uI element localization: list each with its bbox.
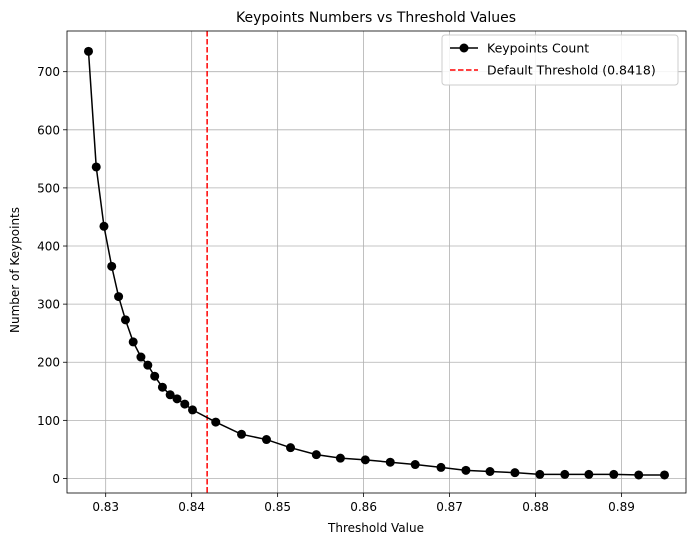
keypoints-count-point (385, 457, 395, 467)
y-tick-label: 100 (37, 414, 60, 428)
plot-area: 0.83 0.84 0.85 0.86 0.87 0.88 0.89 0 100 200 300 40… (37, 30, 687, 514)
legend: Keypoints Count Default Threshold (0.841… (441, 34, 679, 86)
x-tick-label: 0.86 (350, 500, 377, 514)
keypoints-count-point (180, 399, 190, 409)
keypoints-count-point (237, 429, 247, 439)
legend-label-keypoints: Keypoints Count (487, 41, 589, 56)
x-tick-label: 0.88 (522, 500, 549, 514)
keypoints-count-point (261, 435, 271, 445)
keypoints-count-point (172, 394, 182, 404)
y-tick-label: 200 (37, 356, 60, 370)
axes-frame (66, 30, 687, 494)
keypoints-count-point (107, 261, 117, 271)
keypoints-count-point (150, 371, 160, 381)
keypoints-count-point (120, 315, 130, 325)
keypoints-count-point (114, 292, 124, 302)
keypoints-count-point (436, 462, 446, 472)
x-tick-label: 0.83 (92, 500, 119, 514)
y-tick-label: 600 (37, 123, 60, 137)
y-axis-label: Number of Keypoints (8, 207, 22, 333)
keypoints-count-point (136, 352, 146, 362)
y-tick-label: 0 (52, 472, 60, 486)
y-tick-label: 500 (37, 181, 60, 195)
legend-frame (441, 34, 679, 86)
keypoints-count-point (91, 162, 101, 172)
legend-marker-keypoints (459, 43, 469, 53)
y-tick-label: 700 (37, 65, 60, 79)
keypoints-count-point (560, 469, 570, 479)
y-tick-label: 400 (37, 240, 60, 254)
keypoints-count-point (510, 468, 520, 478)
keypoints-count-point (311, 450, 321, 460)
keypoints-count-point (143, 360, 153, 370)
y-tick-label: 300 (37, 298, 60, 312)
keypoints-count-point (211, 417, 221, 427)
x-tick-label: 0.89 (608, 500, 635, 514)
legend-label-default-threshold: Default Threshold (0.8418) (487, 63, 656, 78)
keypoints-count-point (410, 460, 420, 470)
keypoints-count-point (360, 455, 370, 465)
keypoints-count-point (128, 337, 138, 347)
keypoints-count-line (87, 51, 665, 476)
x-tick-label: 0.87 (436, 500, 463, 514)
keypoints-count-point (335, 453, 345, 463)
keypoints-count-point (660, 470, 670, 480)
keypoints-count-point (188, 405, 198, 415)
keypoints-count-point (609, 469, 619, 479)
keypoints-count-point (461, 465, 471, 475)
keypoints-count-point (83, 46, 93, 56)
keypoints-count-point (157, 382, 167, 392)
keypoints-count-point (634, 470, 644, 480)
keypoints-count-point (485, 466, 495, 476)
x-tick-label: 0.85 (264, 500, 291, 514)
keypoints-count-point (535, 469, 545, 479)
x-axis-label: Threshold Value (327, 521, 424, 535)
keypoints-count-point (99, 221, 109, 231)
chart-title: Keypoints Numbers vs Threshold Values (236, 10, 516, 26)
keypoints-count-point (286, 443, 296, 453)
keypoints-count-point (584, 469, 594, 479)
x-tick-label: 0.84 (178, 500, 205, 514)
keypoints-count-point (165, 390, 175, 400)
